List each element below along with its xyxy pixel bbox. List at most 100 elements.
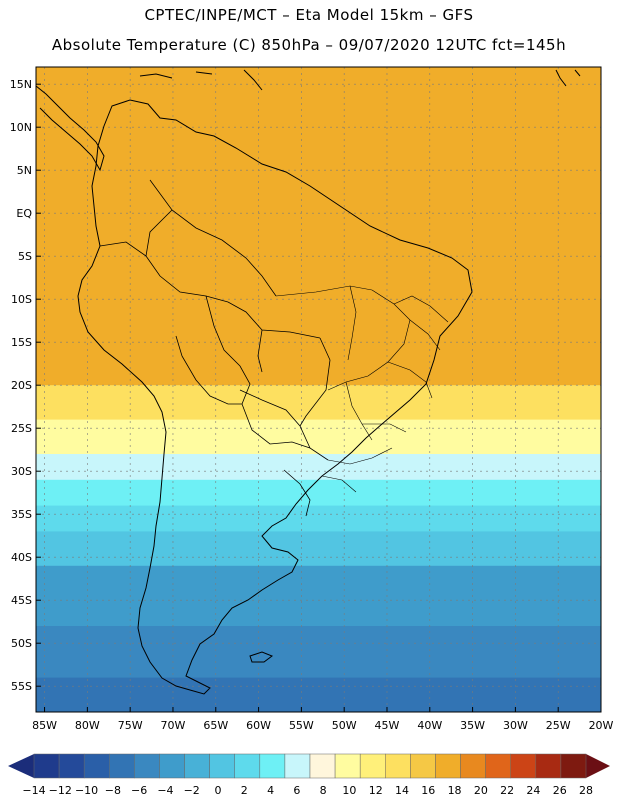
temp-band-4 (36, 479, 601, 507)
lon-label: 35W (460, 719, 485, 732)
colorbar-label: 22 (500, 784, 514, 797)
colorbar-box (109, 753, 135, 779)
lon-label: 40W (417, 719, 442, 732)
colorbar-box (58, 753, 85, 779)
temp-band-1 (36, 385, 601, 421)
lat-label: 15S (11, 336, 32, 349)
lat-label: 20S (11, 379, 32, 392)
colorbar-box (535, 753, 562, 779)
colorbar-boxes (33, 753, 587, 779)
colorbar-label: −14 (22, 784, 45, 797)
colorbar-box (334, 753, 361, 779)
temp-band-2 (36, 419, 601, 455)
colorbar-box (410, 753, 436, 779)
colorbar-box (33, 753, 60, 779)
lat-label: 35S (11, 508, 32, 521)
colorbar-box (83, 753, 110, 779)
lon-label: 70W (161, 719, 186, 732)
caribbean-islands (139, 69, 581, 91)
lat-label: 10N (10, 121, 32, 134)
lat-lon-grid (36, 67, 601, 712)
colorbar-label: 0 (215, 784, 222, 797)
colorbar-right-arrow (586, 754, 610, 778)
lon-label: 65W (203, 719, 228, 732)
country-borders (99, 179, 331, 517)
colorbar-label: −8 (105, 784, 121, 797)
colorbar-labels: −14 −12 −10 −8 −6 −4 −2 0 2 4 6 8 10 12 14 16 18 20 22 24 26… (22, 784, 593, 797)
colorbar-label: 26 (553, 784, 567, 797)
lon-label: 45W (375, 719, 400, 732)
lat-label: 5N (17, 164, 32, 177)
lon-label: 30W (503, 719, 528, 732)
colorbar-label: −6 (131, 784, 147, 797)
colorbar-box (134, 753, 160, 779)
map-frame (35, 66, 602, 713)
colorbar-box (234, 753, 261, 779)
central-america-outline (36, 85, 105, 172)
colorbar-label: 10 (342, 784, 356, 797)
lat-label: EQ (16, 207, 32, 220)
colorbar-box (460, 753, 486, 779)
colorbar-box (510, 753, 537, 779)
colorbar: −14 −12 −10 −8 −6 −4 −2 0 2 4 6 8 10 12 14 16 18 20 22 24 26… (8, 753, 610, 797)
colorbar-label: 18 (448, 784, 462, 797)
colorbar-box (209, 753, 235, 779)
colorbar-label: 2 (241, 784, 248, 797)
lon-label: 50W (332, 719, 357, 732)
temp-band-7 (36, 565, 601, 627)
colorbar-box (259, 753, 286, 779)
colorbar-label: 24 (526, 784, 540, 797)
colorbar-label: 12 (369, 784, 383, 797)
falkland-islands (249, 651, 274, 663)
lat-label: 55S (11, 680, 32, 693)
longitude-labels: 85W 80W 75W 70W 65W 60W 55W 50W 45W 40W 35W 30W 25W 2… (32, 707, 614, 732)
lat-label: 5S (18, 250, 32, 263)
lat-label: 45S (11, 594, 32, 607)
chart-title-line1: CPTEC/INPE/MCT – Eta Model 15km – GFS (144, 6, 474, 24)
colorbar-box (184, 753, 210, 779)
temp-band-5 (36, 505, 601, 532)
colorbar-label: 14 (395, 784, 409, 797)
colorbar-box (159, 753, 185, 779)
lat-label: 15N (10, 78, 32, 91)
colorbar-box (309, 753, 336, 779)
lat-label: 50S (11, 637, 32, 650)
lat-label: 25S (11, 422, 32, 435)
colorbar-box (435, 753, 461, 779)
colorbar-label: −10 (75, 784, 98, 797)
temp-band-8 (36, 626, 601, 679)
latitude-labels: 15N 10N 5N EQ 5S 10S 15S 20S 25S 30S 35S 40S 45S 50S 5… (10, 78, 41, 693)
colorbar-left-arrow (8, 754, 34, 778)
colorbar-box (284, 753, 311, 779)
lat-label: 30S (11, 465, 32, 478)
temp-band-3 (36, 454, 601, 481)
colorbar-box (485, 753, 511, 779)
colorbar-box (359, 753, 386, 779)
colorbar-label: −12 (49, 784, 72, 797)
lat-label: 10S (11, 293, 32, 306)
brazil-state-borders (275, 285, 449, 493)
lon-label: 25W (546, 719, 571, 732)
colorbar-label: −4 (157, 784, 173, 797)
south-america-outline (77, 99, 473, 695)
colorbar-box (385, 753, 411, 779)
lon-label: 55W (289, 719, 314, 732)
lon-label: 60W (246, 719, 271, 732)
chart-title-line2: Absolute Temperature (C) 850hPa – 09/07/… (51, 36, 567, 54)
colorbar-label: 6 (293, 784, 300, 797)
colorbar-box (560, 753, 587, 779)
colorbar-label: 4 (267, 784, 274, 797)
lon-label: 80W (75, 719, 100, 732)
temp-band-9 (36, 677, 601, 712)
colorbar-label: 16 (421, 784, 435, 797)
colorbar-label: 20 (474, 784, 488, 797)
lat-label: 40S (11, 551, 32, 564)
temp-band-6 (36, 531, 601, 567)
temperature-field (36, 67, 601, 712)
colorbar-label: −2 (184, 784, 200, 797)
lon-label: 75W (118, 719, 143, 732)
colorbar-label: 8 (320, 784, 327, 797)
map-panel: 15N 10N 5N EQ 5S 10S 15S 20S 25S 30S 35S 40S 45S 50S 5… (10, 66, 614, 732)
coastlines (36, 69, 581, 695)
colorbar-label: 28 (579, 784, 593, 797)
